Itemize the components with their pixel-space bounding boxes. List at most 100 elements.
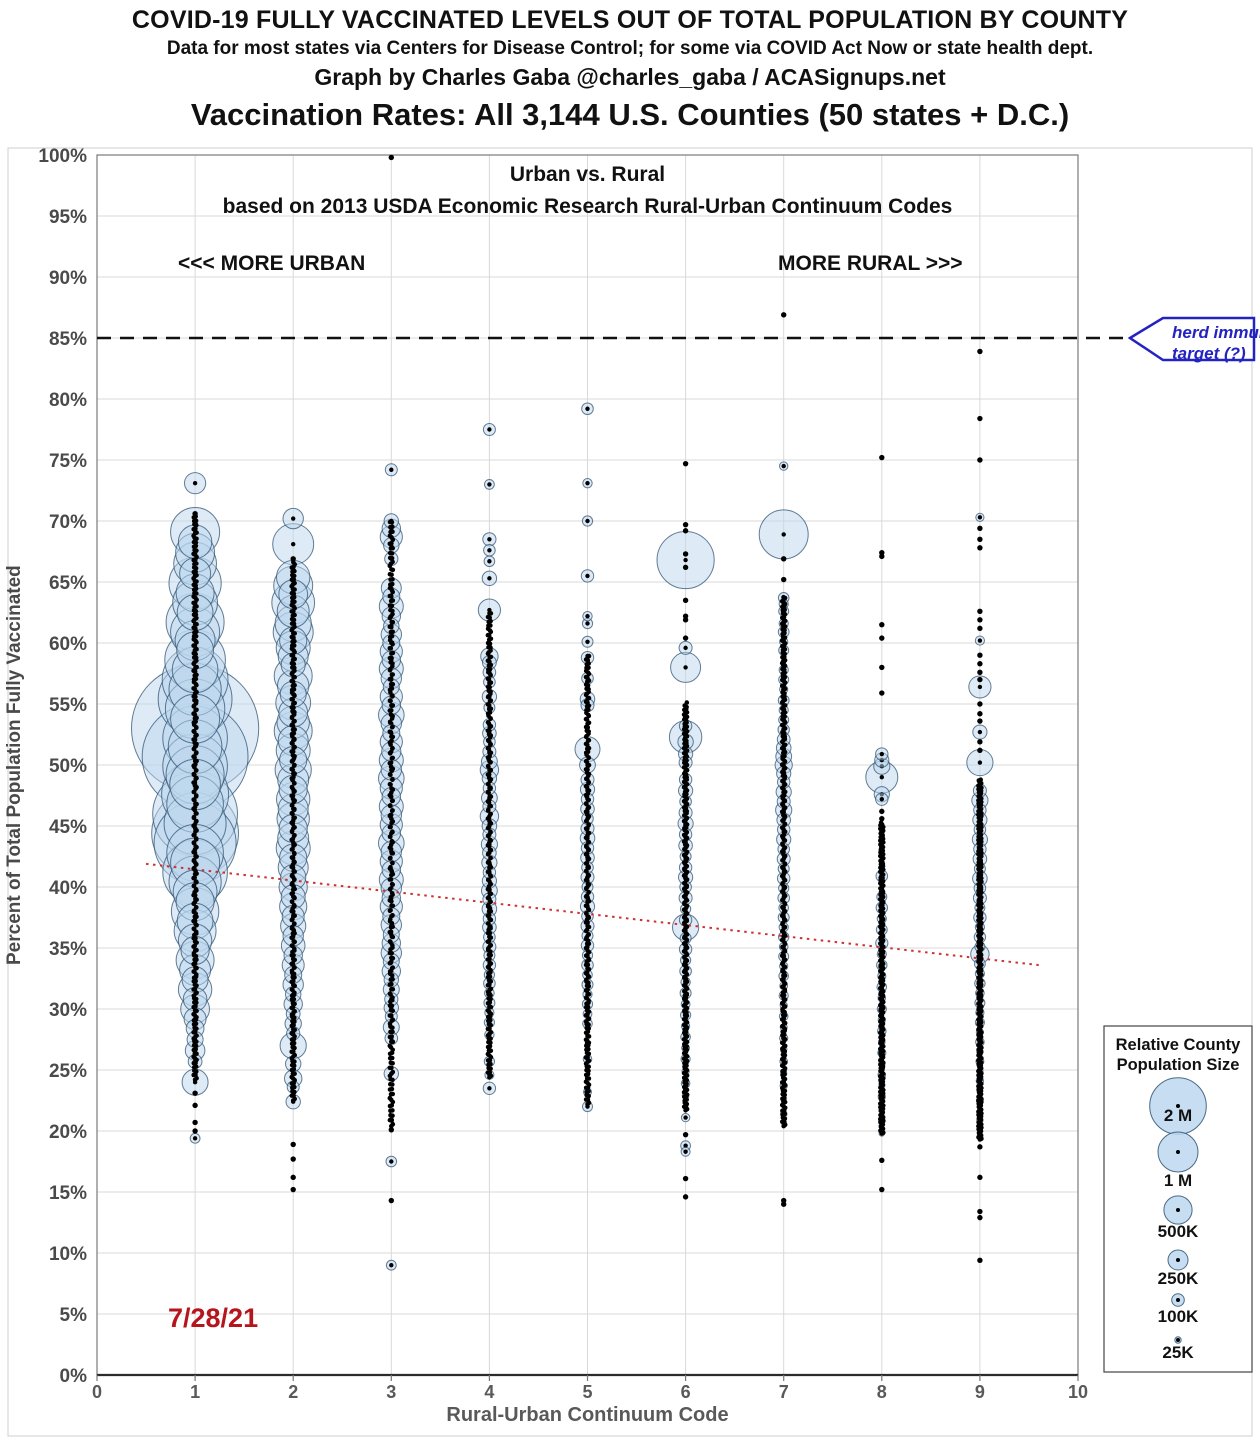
legend-bubble-center-dot	[1176, 1258, 1180, 1262]
county-dot	[388, 154, 394, 161]
header: COVID-19 FULLY VACCINATED LEVELS OUT OF …	[0, 6, 1260, 133]
y-tick-label: 65%	[49, 573, 87, 594]
county-dot	[977, 348, 983, 355]
county-dot	[977, 1174, 983, 1181]
county-dot	[388, 1117, 394, 1123]
annotation-more-urban: <<< MORE URBAN	[178, 252, 366, 275]
county-bubble-center-dot	[683, 645, 688, 651]
trend-line	[145, 862, 1039, 967]
county-bubble-center-dot	[487, 576, 492, 581]
y-axis-title: Percent of Total Population Fully Vaccin…	[4, 565, 25, 965]
county-dot	[290, 1141, 296, 1148]
county-bubble-center-dot	[781, 463, 786, 469]
legend-title-line2: Population Size	[1117, 1056, 1240, 1074]
county-dot	[781, 576, 787, 583]
county-dot	[879, 622, 885, 628]
county-bubble-center-dot	[683, 1115, 688, 1120]
county-bubble-center-dot	[977, 760, 983, 765]
y-tick-label: 15%	[49, 1183, 87, 1204]
date-label: 7/28/21	[168, 1303, 259, 1333]
county-dot	[192, 1102, 198, 1109]
county-dot	[977, 1214, 983, 1221]
county-dot	[879, 844, 885, 850]
county-dot	[192, 1090, 198, 1096]
county-bubble-center-dot	[683, 665, 688, 670]
county-bubble-center-dot	[487, 482, 492, 487]
county-bubble-center-dot	[487, 537, 492, 542]
county-bubble-center-dot	[487, 1086, 492, 1091]
legend-bubble-center-dot	[1176, 1104, 1180, 1108]
legend-bubble-center-dot	[1176, 1150, 1180, 1154]
county-dot	[879, 852, 885, 858]
y-tick-label: 55%	[49, 695, 87, 716]
county-bubble-center-dot	[585, 613, 590, 619]
x-tick-label: 7	[779, 1382, 789, 1402]
county-dot	[682, 1131, 689, 1138]
county-dot	[977, 701, 983, 707]
x-tick-label: 1	[190, 1382, 200, 1402]
legend-item-label: 2 M	[1164, 1106, 1192, 1125]
county-dot	[290, 1174, 296, 1181]
y-tick-label: 0%	[60, 1366, 88, 1387]
county-dot	[781, 312, 787, 318]
y-tick-label: 85%	[49, 329, 87, 350]
county-dot	[879, 836, 885, 843]
county-dot	[977, 718, 983, 724]
county-dot	[977, 747, 983, 754]
county-dot	[879, 1186, 885, 1193]
county-dot	[879, 859, 885, 866]
x-tick-label: 5	[582, 1382, 592, 1402]
y-tick-label: 70%	[49, 512, 87, 533]
county-dot	[682, 528, 689, 534]
county-dot	[290, 1156, 296, 1162]
county-dot	[879, 1157, 885, 1163]
county-bubble-center-dot	[585, 406, 590, 411]
herd-immunity-line2: target (?)	[1172, 344, 1246, 363]
county-dot	[290, 556, 296, 562]
byline: Graph by Charles Gaba @charles_gaba / AC…	[314, 64, 946, 90]
county-dot	[977, 1094, 983, 1100]
x-tick-label: 9	[975, 1382, 985, 1402]
county-bubble-center-dot	[389, 1263, 394, 1268]
county-dot	[977, 625, 983, 632]
county-bubble-center-dot	[389, 1159, 394, 1164]
legend-item-label: 100K	[1158, 1307, 1199, 1326]
x-tick-label: 4	[484, 1382, 494, 1402]
county-bubble-center-dot	[977, 638, 983, 643]
county-dot	[879, 867, 885, 873]
county-dot	[290, 1186, 296, 1193]
county-bubble-center-dot	[585, 621, 590, 626]
y-tick-label: 50%	[49, 756, 87, 777]
county-dot	[977, 1113, 983, 1120]
county-dot	[977, 652, 983, 658]
county-bubble-center-dot	[192, 480, 198, 486]
county-dot	[879, 690, 885, 696]
county-bubble-center-dot	[879, 751, 884, 757]
x-tick-label: 0	[92, 1382, 102, 1402]
x-axis-title: Rural-Urban Continuum Code	[446, 1404, 729, 1426]
county-dot	[682, 460, 689, 467]
county-bubble-center-dot	[977, 729, 983, 735]
county-bubble-center-dot	[683, 557, 688, 563]
legend-bubble-center-dot	[1176, 1338, 1180, 1342]
y-tick-label: 80%	[49, 390, 87, 411]
county-dot	[977, 711, 983, 717]
county-dot	[977, 457, 983, 463]
county-dot	[977, 415, 983, 422]
county-dot	[977, 1208, 983, 1215]
county-dot	[977, 608, 983, 614]
county-bubble-center-dot	[585, 480, 590, 486]
y-tick-label: 5%	[60, 1305, 88, 1326]
herd-immunity-line1: herd immunity	[1172, 323, 1260, 342]
main-title: Vaccination Rates: All 3,144 U.S. Counti…	[190, 97, 1070, 132]
herd-immunity-callout-arrow	[1127, 316, 1256, 362]
county-dot	[977, 617, 983, 623]
county-dot	[879, 635, 885, 641]
county-dot	[682, 564, 689, 571]
county-dot	[192, 1119, 198, 1126]
herd-immunity-callout-label: herd immunity target (?)	[1172, 322, 1260, 364]
chart-title: Urban vs. Rural	[509, 163, 666, 186]
county-dot	[682, 635, 689, 641]
county-bubble-center-dot	[683, 1143, 688, 1148]
